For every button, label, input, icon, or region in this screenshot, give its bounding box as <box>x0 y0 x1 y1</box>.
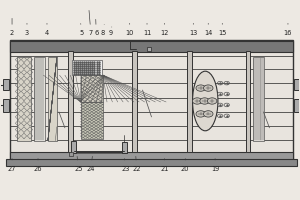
Circle shape <box>200 98 209 104</box>
Circle shape <box>207 98 217 104</box>
Bar <box>81 102 103 139</box>
Circle shape <box>196 85 206 91</box>
Text: 3: 3 <box>25 23 29 36</box>
Ellipse shape <box>193 71 218 131</box>
Bar <box>17 57 32 141</box>
Circle shape <box>203 85 213 91</box>
Bar <box>10 41 293 52</box>
Text: 21: 21 <box>160 159 169 172</box>
Text: 7: 7 <box>89 10 93 36</box>
Bar <box>6 159 297 166</box>
Bar <box>294 99 300 112</box>
Bar <box>81 75 103 102</box>
Text: 5: 5 <box>80 24 84 36</box>
Text: 13: 13 <box>189 23 197 36</box>
Bar <box>187 51 192 152</box>
Bar <box>122 142 127 153</box>
Text: 11: 11 <box>143 23 151 36</box>
Text: 8: 8 <box>101 24 105 36</box>
Text: 15: 15 <box>218 23 226 36</box>
Bar <box>48 57 57 141</box>
Bar <box>253 57 264 141</box>
Circle shape <box>192 98 202 104</box>
Text: 23: 23 <box>121 159 130 172</box>
Bar <box>3 79 9 90</box>
Text: 27: 27 <box>8 159 16 172</box>
Bar <box>69 152 73 156</box>
Bar <box>3 99 9 112</box>
Circle shape <box>196 111 206 117</box>
Text: 12: 12 <box>160 23 169 36</box>
Bar <box>132 51 137 152</box>
Text: 26: 26 <box>34 159 42 172</box>
Text: 6: 6 <box>94 19 98 36</box>
Text: 22: 22 <box>132 156 141 172</box>
Text: 19: 19 <box>211 159 219 172</box>
Text: 24: 24 <box>87 156 95 172</box>
Text: 20: 20 <box>181 159 190 172</box>
Text: 25: 25 <box>74 156 82 172</box>
Bar <box>294 79 300 90</box>
Circle shape <box>203 111 213 117</box>
Text: 16: 16 <box>284 23 292 36</box>
Bar <box>34 57 46 141</box>
Bar <box>68 51 73 152</box>
Text: 14: 14 <box>204 23 212 36</box>
Text: 2: 2 <box>10 18 14 36</box>
Text: 4: 4 <box>45 23 49 36</box>
Bar <box>71 141 76 153</box>
Text: 9: 9 <box>109 27 112 36</box>
Bar <box>147 47 151 51</box>
Bar <box>246 51 250 152</box>
Bar <box>10 40 293 160</box>
Text: 10: 10 <box>125 23 134 36</box>
Bar <box>10 152 293 160</box>
Bar <box>72 60 102 75</box>
